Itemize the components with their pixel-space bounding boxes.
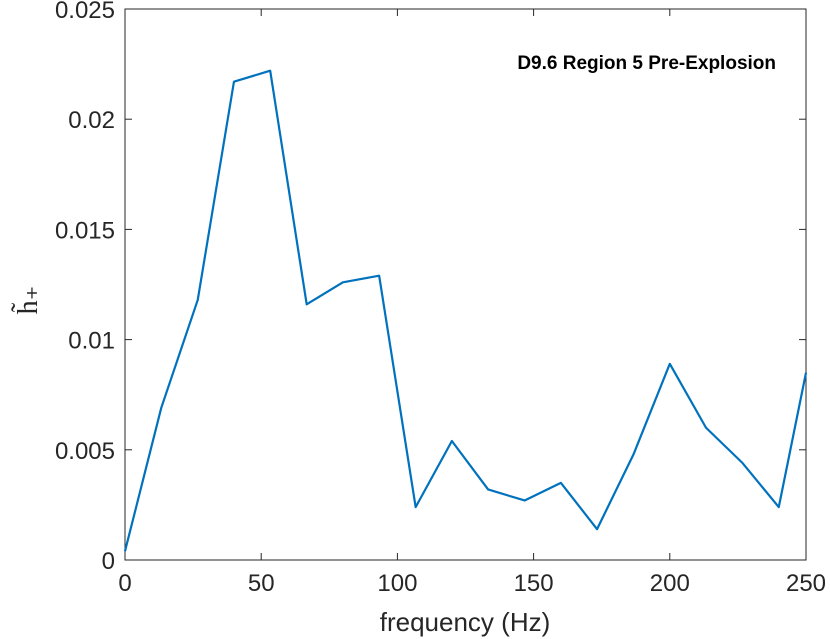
y-tick-label: 0 bbox=[102, 548, 115, 575]
x-tick-label: 0 bbox=[118, 570, 131, 597]
axis-ticks bbox=[124, 8, 807, 561]
x-tick-label: 100 bbox=[377, 570, 417, 597]
y-tick-label: 0.015 bbox=[55, 217, 115, 244]
y-tick-label: 0.005 bbox=[55, 438, 115, 465]
y-tick-label: 0.025 bbox=[55, 0, 115, 24]
plot-area bbox=[124, 8, 807, 561]
chart-annotation: D9.6 Region 5 Pre-Explosion bbox=[517, 53, 776, 74]
x-tick-labels: 0 50 100 150 200 250 bbox=[118, 570, 826, 597]
x-tick-label: 250 bbox=[786, 570, 826, 597]
y-tick-label: 0.01 bbox=[68, 328, 115, 355]
data-points bbox=[124, 70, 807, 552]
y-tick-label: 0.02 bbox=[68, 107, 115, 134]
x-tick-label: 200 bbox=[650, 570, 690, 597]
y-tick-labels: 0 0.005 0.01 0.015 0.02 0.025 bbox=[55, 0, 115, 575]
x-axis-title: frequency (Hz) bbox=[380, 607, 551, 637]
series-line bbox=[123, 69, 808, 552]
x-tick-label: 150 bbox=[514, 570, 554, 597]
x-tick-label: 50 bbox=[248, 570, 275, 597]
y-axis-title: h̃₊ bbox=[11, 286, 44, 315]
